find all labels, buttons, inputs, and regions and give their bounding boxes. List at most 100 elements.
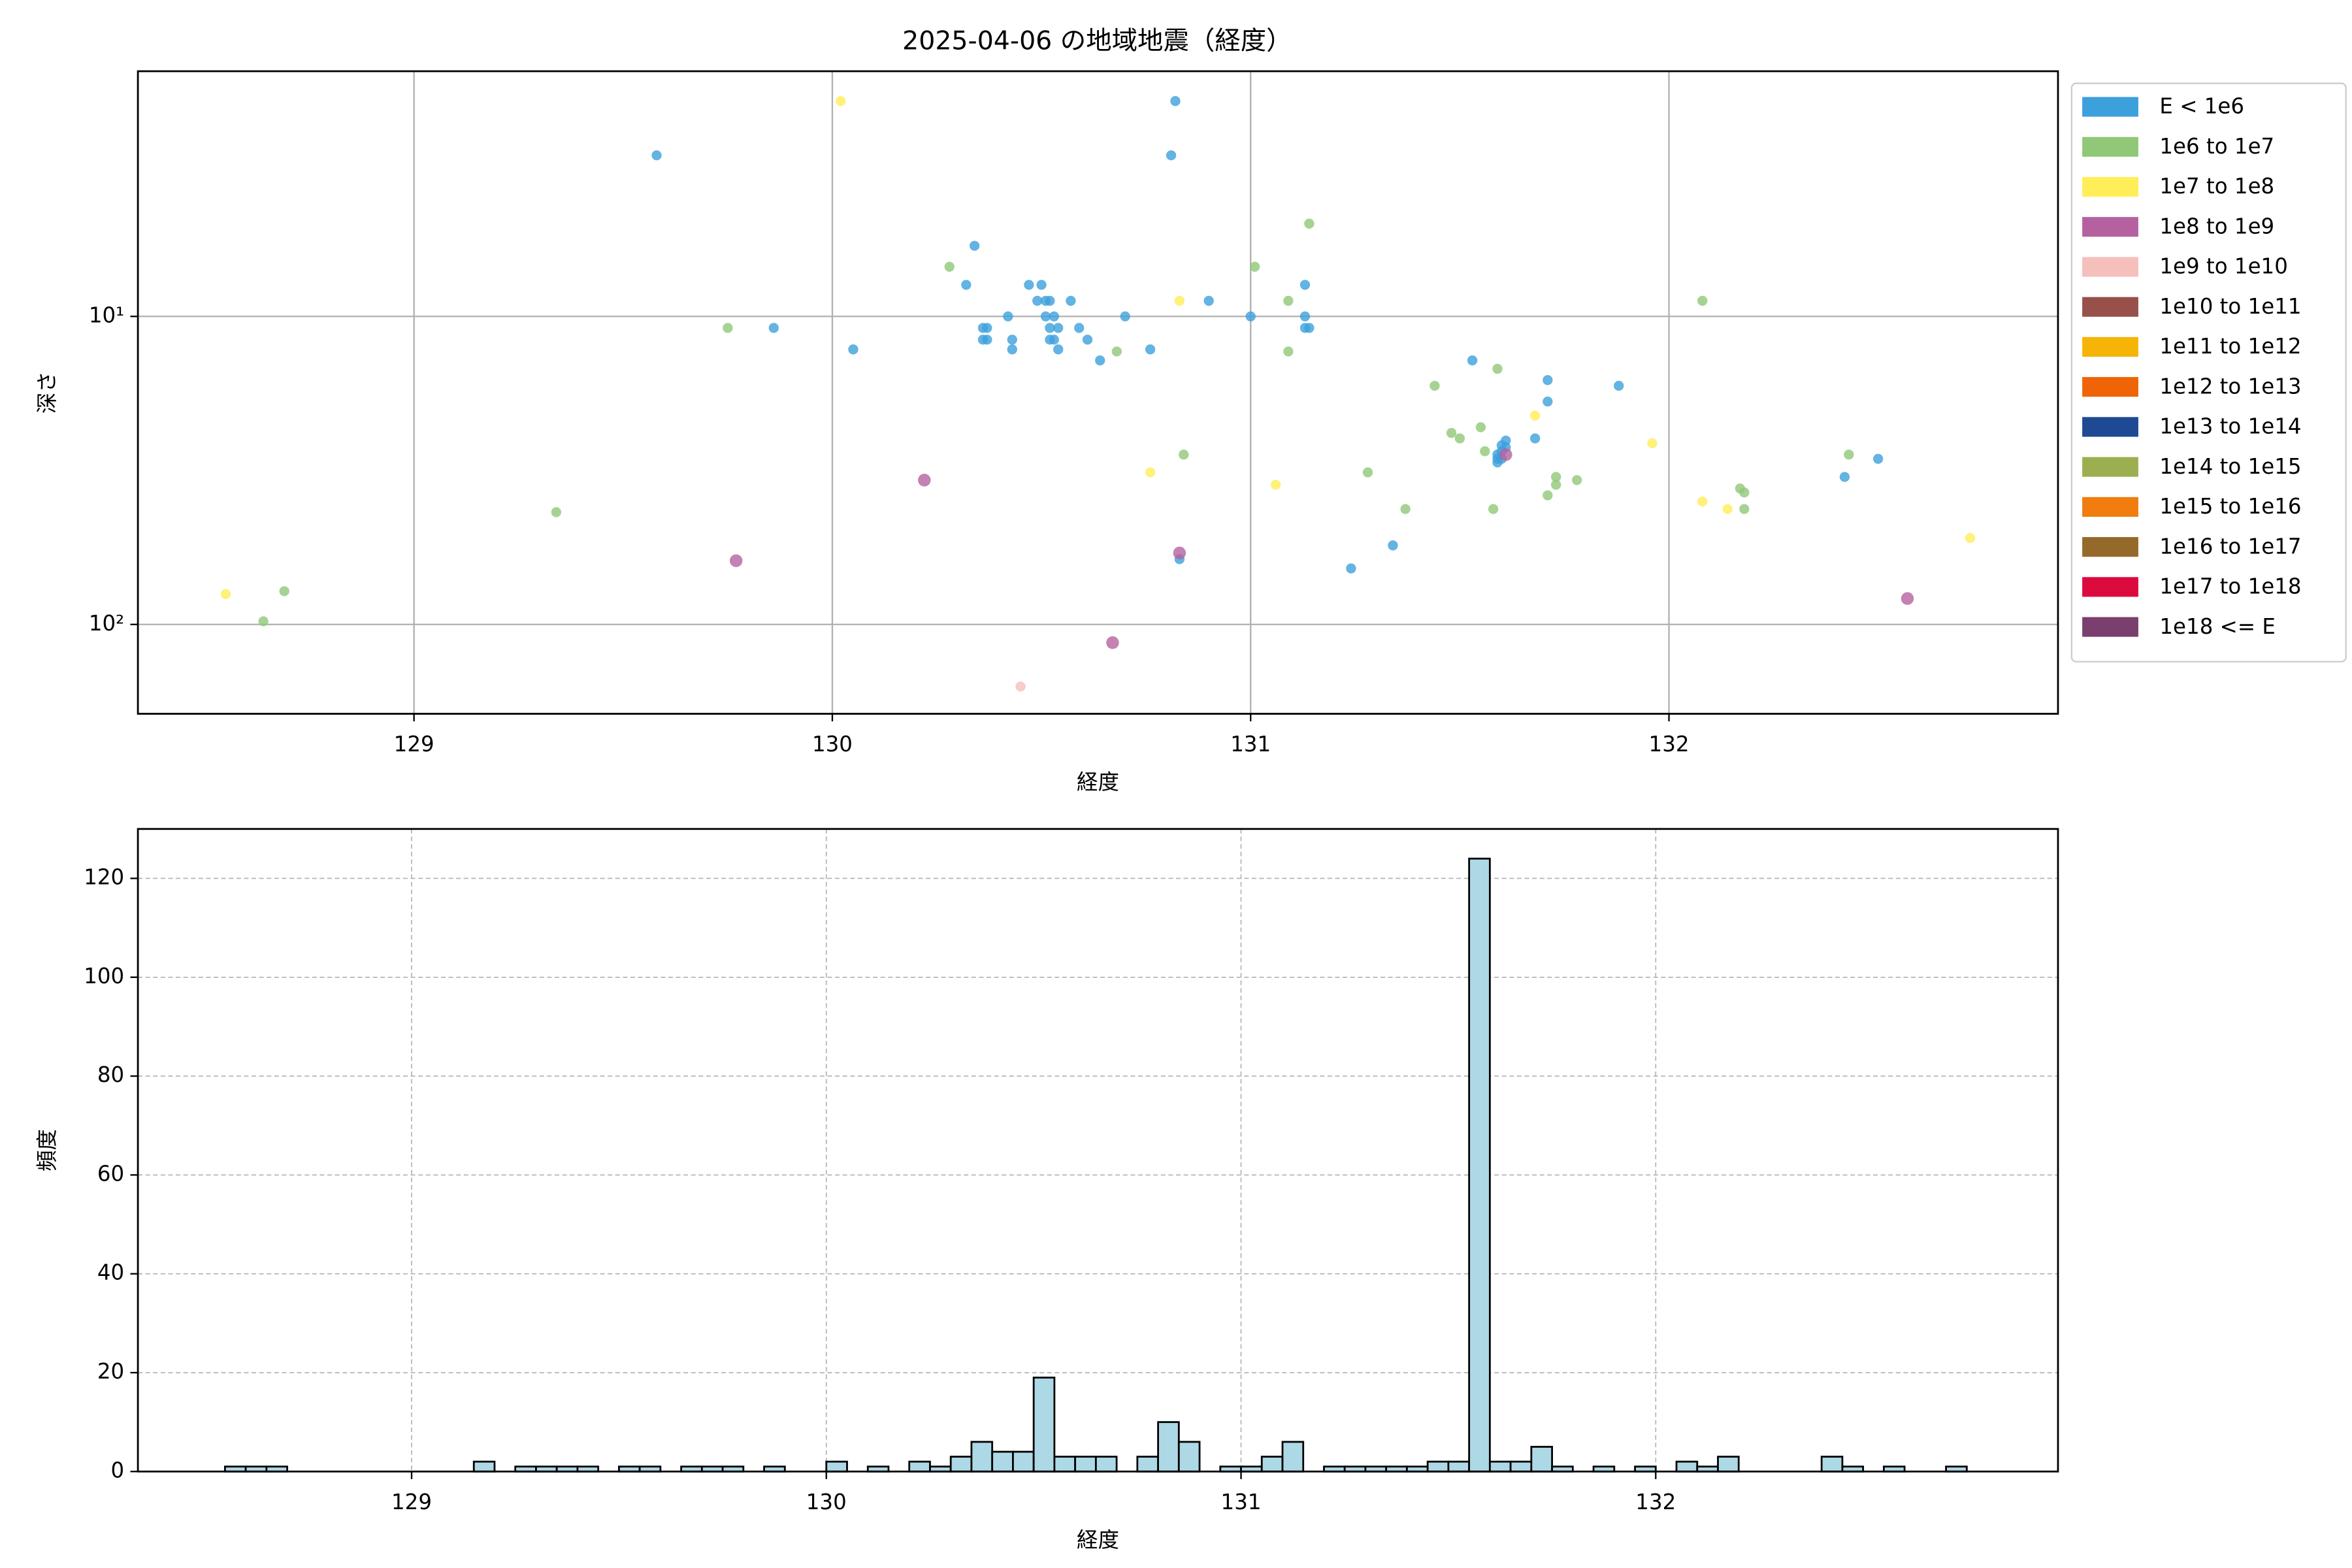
- legend-label: 1e13 to 1e14: [2159, 414, 2301, 439]
- data-point: [1647, 438, 1658, 449]
- y-tick-label: 10²: [89, 611, 124, 636]
- data-point: [729, 554, 743, 567]
- x-tick-label: 129: [391, 1490, 432, 1514]
- data-point: [1003, 311, 1013, 321]
- data-point: [1145, 467, 1156, 478]
- legend-swatch: [2082, 417, 2138, 437]
- legend-label: 1e9 to 1e10: [2159, 254, 2287, 279]
- data-point: [1271, 480, 1281, 490]
- data-point: [1036, 280, 1047, 290]
- histogram-bar: [1177, 1441, 1201, 1473]
- histogram-bar: [970, 1441, 994, 1473]
- legend-swatch: [2082, 497, 2138, 517]
- legend-swatch: [2082, 176, 2138, 197]
- histogram-bar: [1094, 1456, 1118, 1473]
- data-point: [1299, 311, 1311, 321]
- data-point: [1283, 295, 1294, 306]
- data-point: [1475, 422, 1486, 433]
- y-axis-label: 深さ: [35, 371, 59, 414]
- legend-label: 1e16 to 1e17: [2159, 534, 2301, 559]
- legend-swatch: [2082, 577, 2138, 597]
- legend-swatch: [2082, 217, 2138, 237]
- x-axis-label: 経度: [1077, 1527, 1119, 1552]
- data-point: [1245, 311, 1256, 321]
- data-point: [1454, 433, 1465, 444]
- legend-swatch: [2082, 97, 2138, 117]
- data-point: [982, 323, 992, 333]
- data-point: [836, 96, 846, 106]
- histogram-bar: [1074, 1456, 1097, 1473]
- data-point: [1614, 380, 1624, 391]
- data-point: [1467, 355, 1478, 366]
- y-tick-label: 100: [84, 964, 124, 988]
- histogram-bar: [1012, 1450, 1035, 1473]
- histogram-bar: [1717, 1456, 1740, 1473]
- data-point: [1299, 280, 1311, 290]
- data-point: [1529, 410, 1541, 421]
- data-point: [1446, 428, 1457, 438]
- data-point: [1179, 449, 1189, 460]
- legend-swatch: [2082, 537, 2138, 557]
- data-point: [1543, 396, 1553, 407]
- legend-swatch: [2082, 336, 2138, 357]
- x-tick-label: 130: [812, 732, 853, 757]
- y-tick-label: 10¹: [89, 302, 124, 327]
- data-point: [1965, 532, 1976, 544]
- data-point: [1304, 218, 1315, 229]
- data-point: [723, 323, 733, 333]
- data-point: [1074, 323, 1085, 333]
- histogram-bar: [1032, 1377, 1056, 1473]
- histogram-bar: [1530, 1446, 1553, 1473]
- data-point: [1362, 467, 1373, 478]
- data-point: [1572, 475, 1582, 485]
- data-point: [1111, 346, 1122, 357]
- data-point: [1429, 380, 1440, 391]
- x-tick-label: 132: [1635, 1490, 1676, 1514]
- data-point: [1739, 487, 1750, 498]
- data-point: [1697, 496, 1708, 507]
- y-tick-label: 80: [97, 1062, 124, 1087]
- data-point: [1049, 335, 1059, 345]
- legend-label: 1e7 to 1e8: [2159, 174, 2274, 199]
- legend-label: 1e14 to 1e15: [2159, 454, 2301, 479]
- data-point: [1082, 335, 1093, 345]
- y-tick-label: 0: [111, 1458, 125, 1482]
- data-point: [1488, 504, 1499, 514]
- histogram-bar: [1820, 1456, 1844, 1473]
- legend-label: 1e18 <= E: [2159, 614, 2276, 639]
- data-point: [982, 335, 992, 345]
- x-tick-label: 129: [394, 732, 434, 757]
- legend-swatch: [2082, 377, 2138, 397]
- histogram-bar: [1447, 1460, 1471, 1473]
- data-point: [1045, 295, 1055, 306]
- data-point: [1166, 150, 1177, 161]
- histogram-bar: [949, 1456, 973, 1473]
- data-point: [1543, 375, 1553, 385]
- data-point: [1040, 311, 1051, 321]
- histogram-bar: [1488, 1460, 1512, 1473]
- data-point: [1304, 323, 1315, 333]
- data-point: [1053, 323, 1064, 333]
- data-point: [1543, 490, 1553, 500]
- histogram-bar: [1157, 1421, 1180, 1473]
- data-point: [1697, 295, 1708, 306]
- data-point: [1024, 280, 1034, 290]
- data-point: [1007, 344, 1017, 355]
- histogram-bar: [1053, 1456, 1077, 1473]
- data-point: [1844, 449, 1854, 460]
- data-point: [1550, 480, 1561, 490]
- histogram-bar: [1675, 1460, 1699, 1473]
- data-point: [258, 616, 269, 627]
- legend-label: 1e11 to 1e12: [2159, 334, 2301, 359]
- histogram-bar: [472, 1460, 496, 1473]
- data-point: [1106, 636, 1119, 649]
- data-point: [1170, 96, 1181, 106]
- data-point: [1873, 453, 1884, 464]
- histogram-bar: [991, 1450, 1014, 1473]
- data-point: [1492, 363, 1503, 374]
- data-point: [1066, 295, 1076, 306]
- data-point: [1053, 344, 1064, 355]
- data-point: [1174, 295, 1185, 306]
- legend-swatch: [2082, 257, 2138, 277]
- legend-label: 1e6 to 1e7: [2159, 134, 2274, 159]
